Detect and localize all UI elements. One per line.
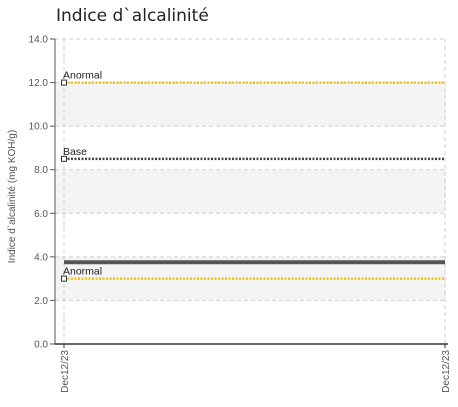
reference-marker [61,155,67,162]
x-tick-label: Dec12/23 [441,350,452,393]
y-tick-label: 14.0 [29,35,49,46]
y-ticks: 0.0 2.0 4.0 6.0 8.0 10.0 12.0 14.0 [29,35,55,351]
reference-label: Anormal [63,70,102,82]
reference-lines: Anormal Base Anormal [61,70,445,282]
grid-band [55,82,446,127]
y-tick-label: 2.0 [34,296,48,307]
reference-label: Base [63,146,87,158]
y-axis-title: Indice d`alcalinité (mg KOH/g) [6,130,18,263]
y-tick-label: 8.0 [34,165,48,176]
reference-marker [61,275,67,282]
alternating-bands [55,82,446,301]
axes [54,39,448,345]
reference-marker [61,79,67,86]
y-tick-label: 4.0 [34,252,48,263]
y-tick-label: 6.0 [34,209,48,220]
y-tick-label: 10.0 [29,122,49,133]
chart-title: Indice d`alcalinité [56,6,209,26]
y-tick-label: 12.0 [29,78,49,89]
y-tick-label: 0.0 [34,340,48,351]
reference-label: Anormal [63,266,102,278]
grid-band [55,169,446,214]
x-tick-label: Dec12/23 [60,350,71,393]
x-ticks: Dec12/23 Dec12/23 [60,344,452,393]
